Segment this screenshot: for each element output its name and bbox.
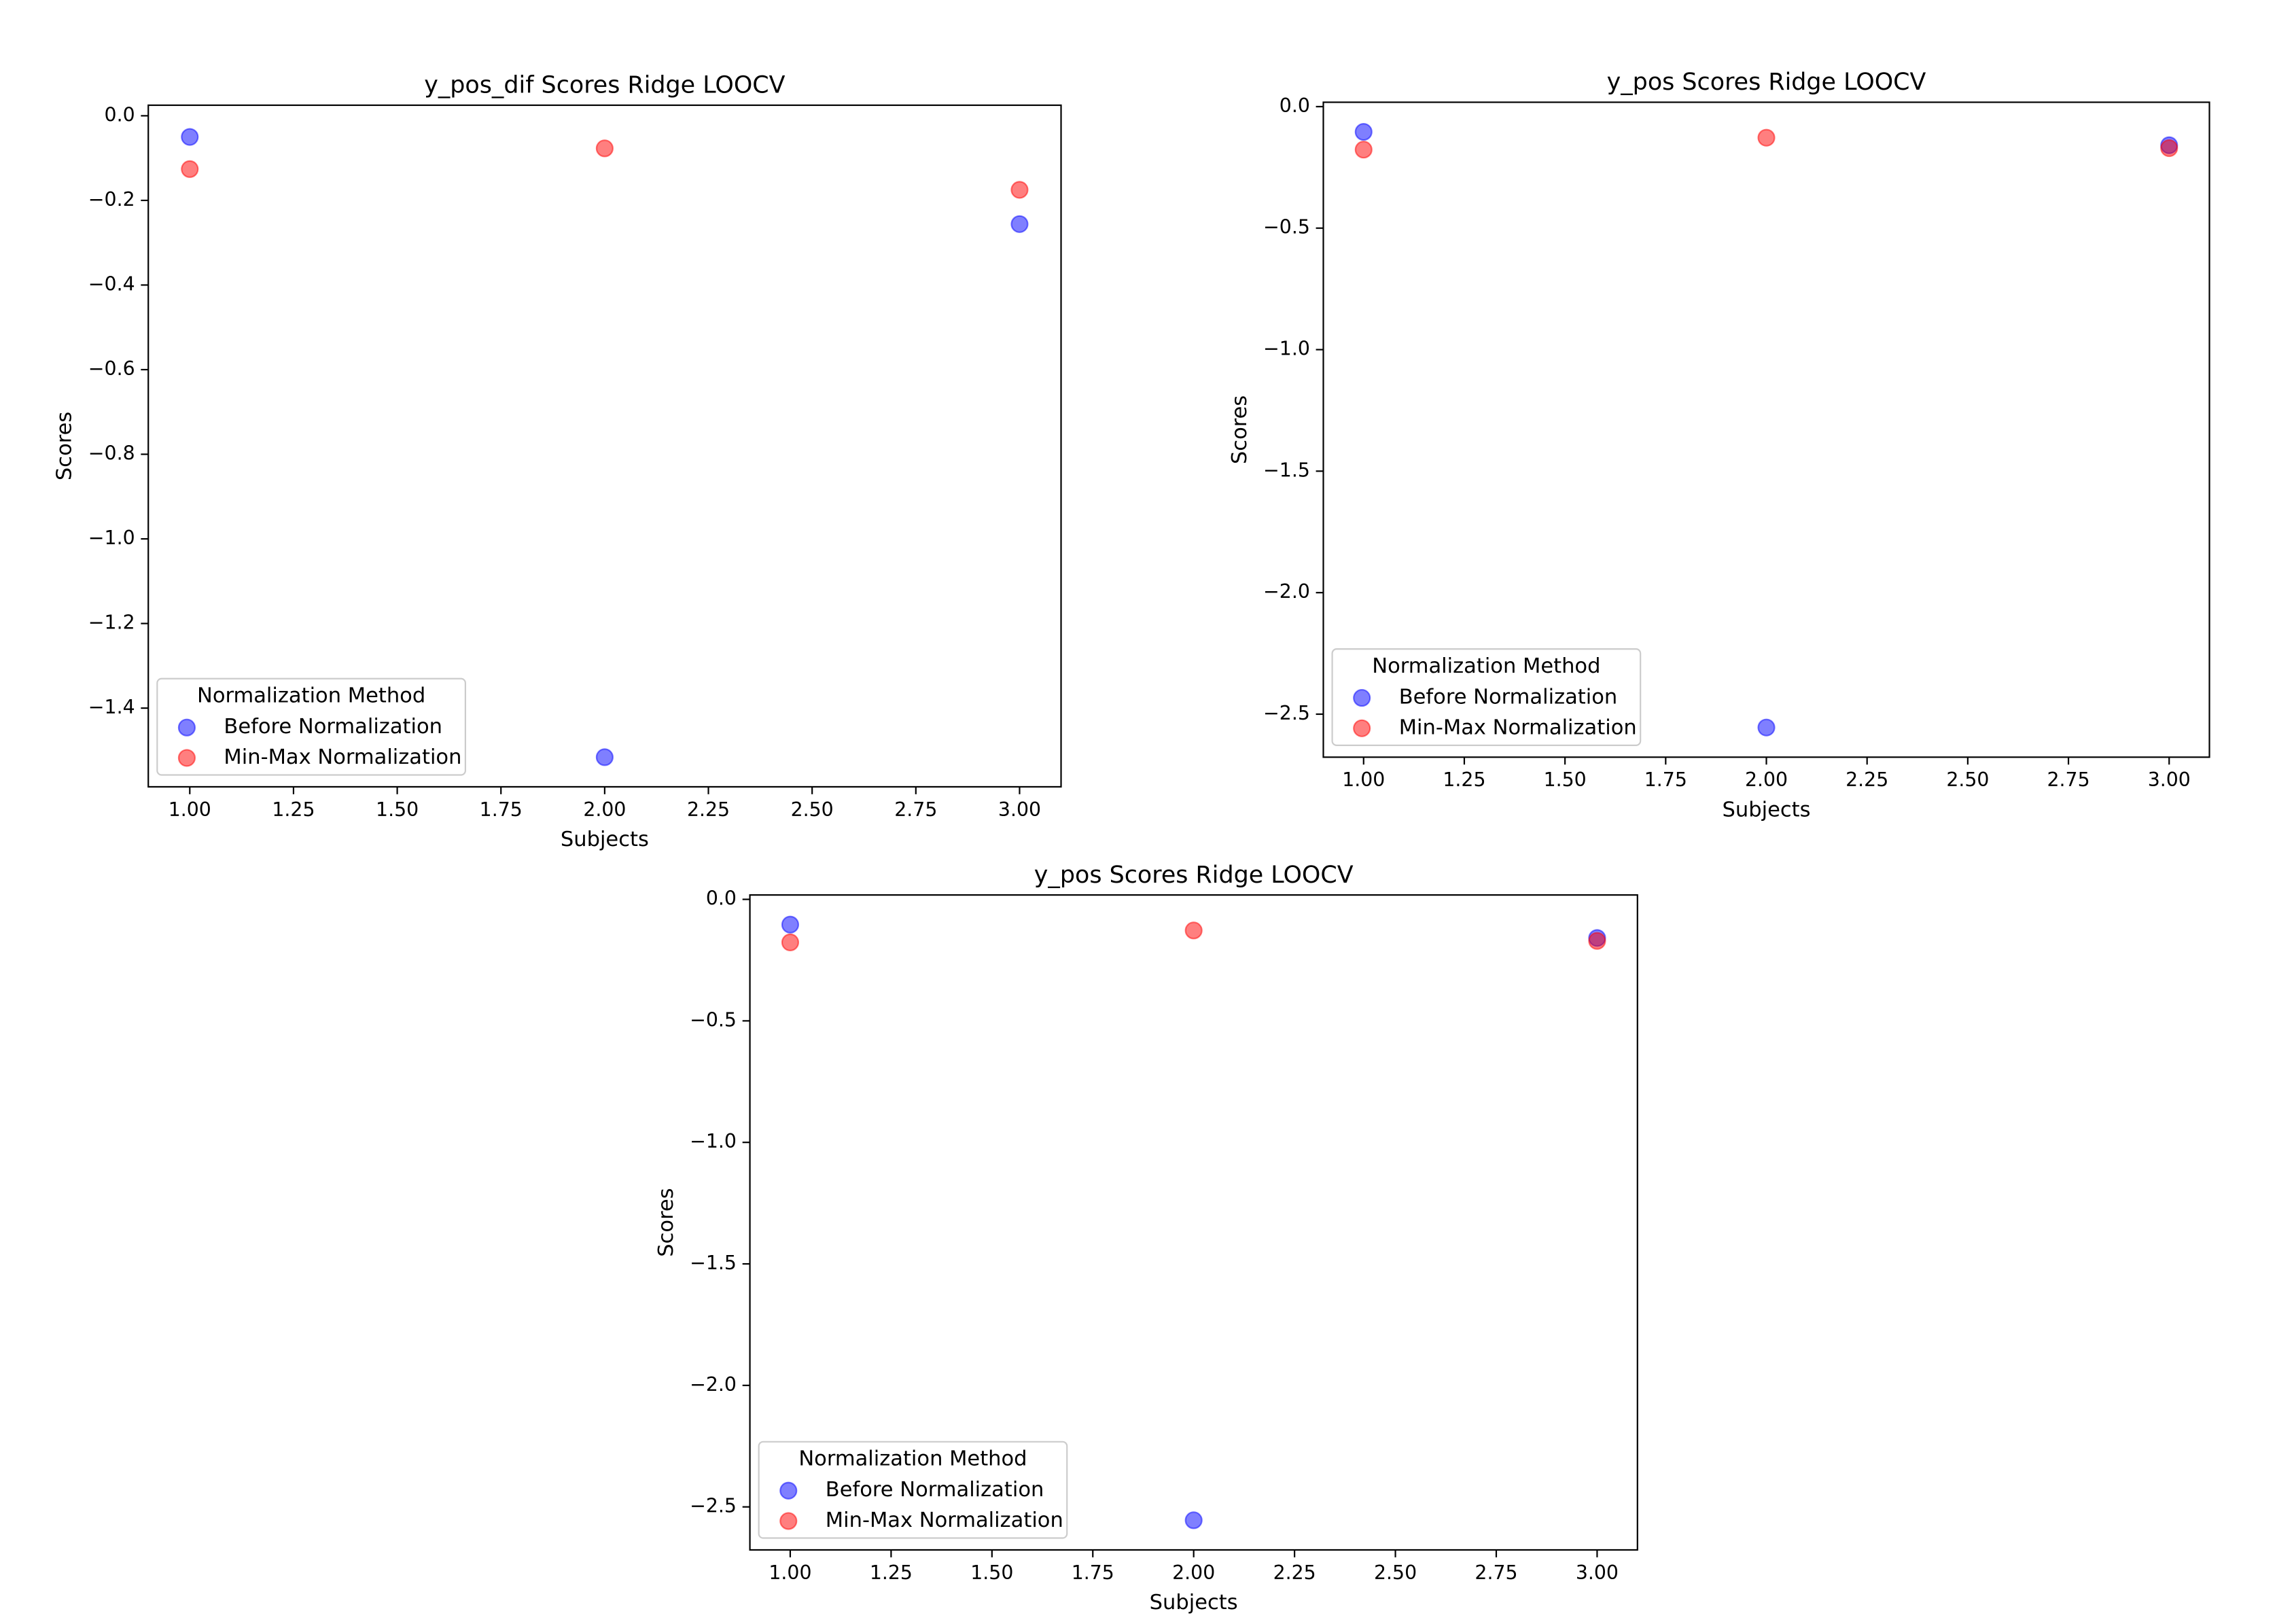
- y-tick-label: −0.4: [88, 272, 135, 295]
- x-tick-label: 1.25: [1443, 769, 1485, 791]
- x-tick-label: 1.25: [272, 798, 315, 821]
- point: [781, 933, 800, 951]
- legend-marker: [177, 718, 196, 737]
- y-tick-label: −0.5: [1263, 216, 1310, 239]
- legend-label: Min-Max Normalization: [224, 745, 461, 769]
- legend-title: Normalization Method: [798, 1447, 1027, 1470]
- x-tick-label: 1.75: [480, 798, 523, 821]
- x-tick-label: 2.75: [1475, 1561, 1517, 1584]
- x-tick-label: 2.00: [583, 798, 626, 821]
- legend-box: [758, 1441, 1068, 1539]
- y-tick-label: −1.0: [88, 527, 135, 549]
- point: [1010, 215, 1029, 233]
- legend-label: Min-Max Normalization: [826, 1508, 1063, 1532]
- y-tick-label: 0.0: [706, 887, 737, 910]
- y-axis-label: Scores: [654, 1188, 678, 1256]
- y-tick-label: −2.0: [1263, 580, 1310, 603]
- x-axis-label: Subjects: [561, 828, 649, 851]
- y-tick-label: −1.4: [88, 696, 135, 718]
- legend-marker: [1353, 689, 1371, 707]
- point: [1184, 1511, 1203, 1530]
- point: [1010, 181, 1029, 199]
- x-tick-label: 2.25: [1846, 769, 1888, 791]
- x-tick-label: 1.50: [970, 1561, 1013, 1584]
- y-tick-label: −2.5: [690, 1495, 737, 1517]
- point: [1354, 141, 1373, 159]
- point: [781, 915, 800, 934]
- y-tick-label: −0.2: [88, 188, 135, 211]
- x-tick-label: 3.00: [1576, 1561, 1619, 1584]
- x-axis-label: Subjects: [1723, 798, 1811, 822]
- y-tick-label: −1.2: [88, 612, 135, 634]
- x-tick-label: 2.75: [2047, 769, 2090, 791]
- point: [1184, 921, 1203, 940]
- y-tick-label: −1.0: [1263, 338, 1310, 360]
- point: [2160, 139, 2178, 158]
- x-tick-label: 2.25: [1273, 1561, 1316, 1584]
- x-tick-label: 3.00: [2148, 769, 2191, 791]
- x-tick-label: 3.00: [998, 798, 1041, 821]
- point: [181, 160, 199, 178]
- y-tick-label: −0.8: [88, 442, 135, 465]
- x-tick-label: 1.00: [1342, 769, 1385, 791]
- legend-box: [156, 677, 466, 776]
- y-tick-label: −2.5: [1263, 702, 1310, 724]
- point: [595, 139, 614, 158]
- x-tick-label: 2.50: [791, 798, 834, 821]
- chart-title: y_pos Scores Ridge LOOCV: [1607, 69, 1926, 96]
- legend-title: Normalization Method: [1372, 654, 1600, 678]
- point: [1757, 128, 1776, 147]
- legend-marker: [779, 1512, 798, 1530]
- x-tick-label: 1.25: [870, 1561, 913, 1584]
- x-tick-label: 2.00: [1172, 1561, 1215, 1584]
- y-tick-label: −2.0: [690, 1373, 737, 1396]
- legend-label: Before Normalization: [224, 715, 442, 739]
- plot-frame: [1322, 101, 2210, 758]
- y-axis-label: Scores: [53, 412, 77, 480]
- y-tick-label: 0.0: [1280, 94, 1310, 117]
- plot-frame: [749, 894, 1638, 1551]
- y-tick-label: 0.0: [105, 103, 135, 126]
- x-tick-label: 2.00: [1745, 769, 1788, 791]
- legend-marker: [1353, 719, 1371, 737]
- y-tick-label: −1.5: [690, 1252, 737, 1274]
- y-tick-label: −0.5: [690, 1008, 737, 1031]
- plot-frame: [147, 104, 1062, 788]
- point: [181, 128, 199, 146]
- y-tick-label: −0.6: [88, 357, 135, 380]
- x-tick-label: 1.00: [169, 798, 211, 821]
- x-tick-label: 2.75: [894, 798, 937, 821]
- point: [1354, 123, 1373, 141]
- x-tick-label: 2.50: [1946, 769, 1989, 791]
- y-tick-label: −1.5: [1263, 459, 1310, 481]
- legend-marker: [779, 1481, 798, 1500]
- y-axis-label: Scores: [1228, 395, 1252, 464]
- x-tick-label: 1.75: [1644, 769, 1687, 791]
- x-tick-label: 2.25: [687, 798, 730, 821]
- x-tick-label: 1.50: [1544, 769, 1587, 791]
- x-tick-label: 1.50: [376, 798, 419, 821]
- point: [1588, 932, 1606, 950]
- chart-title: y_pos_dif Scores Ridge LOOCV: [424, 71, 785, 99]
- legend-label: Before Normalization: [826, 1478, 1044, 1502]
- legend-title: Normalization Method: [197, 684, 425, 707]
- legend-marker: [177, 749, 196, 767]
- chart-title: y_pos Scores Ridge LOOCV: [1034, 862, 1354, 889]
- legend-label: Before Normalization: [1399, 686, 1618, 709]
- legend-box: [1331, 648, 1642, 746]
- y-tick-label: −1.0: [690, 1130, 737, 1152]
- x-tick-label: 2.50: [1374, 1561, 1417, 1584]
- legend-label: Min-Max Normalization: [1399, 716, 1637, 739]
- point: [1757, 718, 1776, 737]
- point: [595, 748, 614, 766]
- x-axis-label: Subjects: [1150, 1591, 1238, 1614]
- x-tick-label: 1.75: [1072, 1561, 1114, 1584]
- x-tick-label: 1.00: [769, 1561, 811, 1584]
